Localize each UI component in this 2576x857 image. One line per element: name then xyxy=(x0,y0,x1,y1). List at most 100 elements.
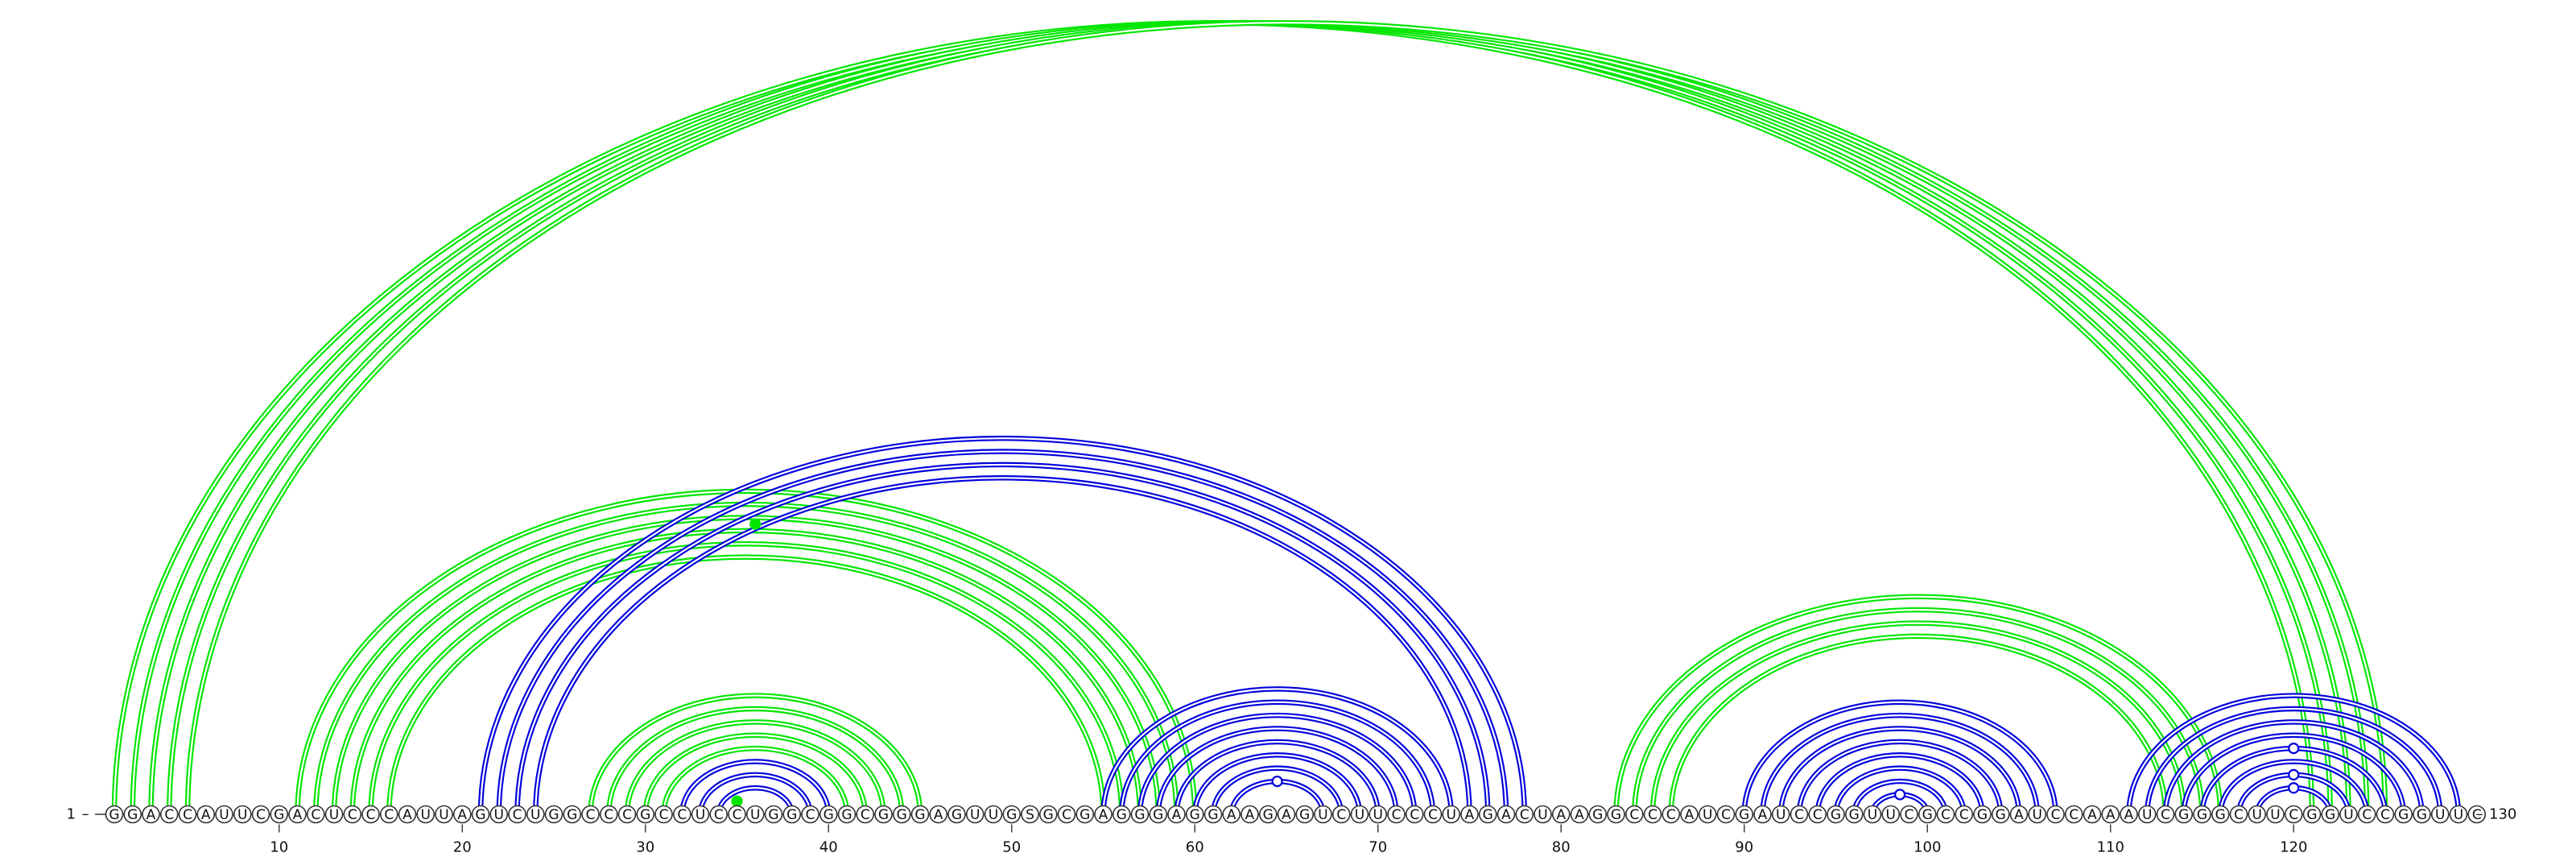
nucleotide-circle xyxy=(379,805,398,824)
nucleotide-letter: C xyxy=(714,807,724,823)
arc-inner-gap xyxy=(516,463,1489,815)
nucleotide-78: C xyxy=(1515,805,1534,824)
tick-label: 80 xyxy=(1552,839,1571,856)
nucleotide-circle xyxy=(123,805,142,824)
nucleotide-75: A xyxy=(1460,805,1479,824)
nucleotide-circle xyxy=(435,805,453,824)
nucleotide-letter: C xyxy=(2069,807,2079,823)
nucleotide-119: U xyxy=(2266,805,2285,824)
nucleotide-circle xyxy=(2229,805,2248,824)
nucleotide-63: A xyxy=(1241,805,1259,824)
nucleotide-letter: G xyxy=(2325,807,2335,823)
nucleotide-21: G xyxy=(471,805,490,824)
nucleotide-67: U xyxy=(1314,805,1332,824)
nucleotide-letter: A xyxy=(201,807,211,823)
nucleotide-36: U xyxy=(745,805,765,824)
nucleotide-86: C xyxy=(1662,805,1681,824)
nucleotide-94: C xyxy=(1808,805,1827,824)
base-pair-arc-23-76 xyxy=(514,462,1491,815)
nucleotide-letter: A xyxy=(1685,807,1695,823)
nucleotide-44: G xyxy=(892,805,911,824)
nucleotide-letter: A xyxy=(1282,807,1291,823)
base-pair-arc-34-38 xyxy=(716,785,795,815)
nucleotide-letter: G xyxy=(548,807,559,823)
nucleotide-circle xyxy=(947,805,966,824)
pair-markers xyxy=(731,518,2300,807)
nucleotide-circle xyxy=(728,805,746,824)
arc-inner-gap xyxy=(2146,707,2442,815)
nucleotide-90: G xyxy=(1735,805,1754,824)
arc-inner-gap xyxy=(535,477,1471,815)
nucleotide-circle xyxy=(2137,805,2157,824)
nucleotide-circle xyxy=(636,805,655,824)
nucleotide-letter: C xyxy=(2234,807,2244,823)
arc-inner-gap xyxy=(1194,754,1361,815)
arc-inner-gap xyxy=(1121,701,1435,815)
nucleotide-circle xyxy=(654,805,673,824)
nucleotide-letter: U xyxy=(2270,807,2280,823)
nucleotide-circle xyxy=(1863,805,1882,824)
base-pair-arc-28-44 xyxy=(606,706,905,815)
nucleotide-circle xyxy=(1241,805,1259,824)
nucleotide-circle xyxy=(1112,805,1131,824)
arc-inner-gap xyxy=(625,721,885,815)
base-pair-arc-111-129 xyxy=(2126,693,2462,815)
nucleotide-55: A xyxy=(1094,805,1113,824)
nucleotide-letter: U xyxy=(1538,807,1547,823)
nucleotide-87: A xyxy=(1680,805,1699,824)
base-pair-arc-56-73 xyxy=(1119,699,1436,815)
nucleotide-64: G xyxy=(1258,805,1278,824)
arc-inner-gap xyxy=(1212,767,1343,815)
nucleotide-circle xyxy=(1057,805,1076,824)
base-pair-arc-85-114 xyxy=(1649,620,2186,815)
nucleotide-letter: C xyxy=(586,807,596,823)
nucleotide-circle xyxy=(1808,805,1827,824)
nucleotide-letter: U xyxy=(989,807,998,823)
nucleotide-circle xyxy=(1002,805,1022,824)
base-pair-arc-93-104 xyxy=(1796,739,2004,815)
nucleotide-letter: U xyxy=(2142,807,2152,823)
nucleotide-82: G xyxy=(1588,805,1608,824)
tick-label: 10 xyxy=(270,839,288,856)
nucleotide-51: S xyxy=(1021,805,1039,824)
nucleotide-circle xyxy=(343,805,362,824)
tick-label: 30 xyxy=(636,839,654,856)
sequence-start-label: 1 xyxy=(67,806,76,823)
nucleotide-circle xyxy=(1368,805,1388,824)
nucleotide-letter: A xyxy=(2106,807,2116,823)
nucleotide-circle xyxy=(1790,805,1809,824)
nucleotide-letter: G xyxy=(1831,807,1841,823)
arc-inner-gap xyxy=(1743,701,2057,815)
tick-70: 70 xyxy=(1368,824,1387,856)
nucleotide-letter: G xyxy=(127,807,138,823)
nucleotide-circle xyxy=(1991,805,2010,824)
position-ticks: 10 20 30 40 50 60 70 80 90 100 110 120 xyxy=(270,824,2307,856)
nucleotide-circle xyxy=(1534,805,1552,824)
nucleotide-circle xyxy=(929,805,948,824)
nucleotide-14: C xyxy=(343,805,362,824)
nucleotide-43: G xyxy=(874,805,893,824)
nucleotide-letter: A xyxy=(934,807,943,823)
tick-label: 20 xyxy=(453,839,472,856)
nucleotide-76: G xyxy=(1478,805,1497,824)
nucleotide-letter: G xyxy=(824,807,834,823)
nucleotide-105: A xyxy=(2009,805,2029,824)
nucleotide-32: C xyxy=(672,805,691,824)
nucleotide-circle xyxy=(2376,805,2395,824)
nucleotide-letter: G xyxy=(1483,807,1493,823)
arc-inner-gap xyxy=(2164,721,2423,815)
base-pair-arc-91-106 xyxy=(1760,712,2040,815)
tick-50: 50 xyxy=(1002,824,1021,856)
nucleotide-letter: C xyxy=(1428,807,1438,823)
nucleotide-letter: G xyxy=(640,807,650,823)
nucleotide-106: U xyxy=(2028,805,2047,824)
base-pair-arc-92-105 xyxy=(1778,726,2022,815)
nucleotide-circle xyxy=(361,805,380,824)
nucleotide-circle xyxy=(1405,805,1424,824)
nucleotide-circle xyxy=(2028,805,2047,824)
nucleotide-circle xyxy=(910,805,930,824)
nucleotide-letter: A xyxy=(2087,807,2097,823)
arc-inner-gap xyxy=(2219,760,2368,815)
base-pair-arc-16-55 xyxy=(386,554,1106,815)
